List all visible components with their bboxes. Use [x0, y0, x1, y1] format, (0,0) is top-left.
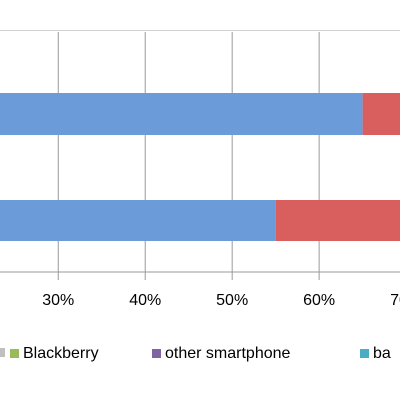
bar-segment: [0, 200, 276, 241]
x-tick-label: 30%: [42, 292, 74, 309]
legend-swatch: [10, 349, 19, 358]
x-tick-label: 50%: [216, 292, 248, 309]
x-tick-label: 60%: [303, 292, 335, 309]
legend-label: other smartphone: [165, 345, 291, 362]
legend-swatch: [152, 349, 161, 358]
bar-segment: [0, 93, 363, 135]
bar-segment: [275, 200, 400, 241]
legend-label: ba: [373, 345, 391, 362]
legend-swatch: [360, 349, 369, 358]
x-tick-label: 70%: [390, 292, 400, 309]
bar-segment: [362, 93, 400, 135]
x-tick-label: 40%: [129, 292, 161, 309]
legend-swatch: [0, 348, 5, 357]
legend-label: Blackberry: [23, 345, 99, 362]
